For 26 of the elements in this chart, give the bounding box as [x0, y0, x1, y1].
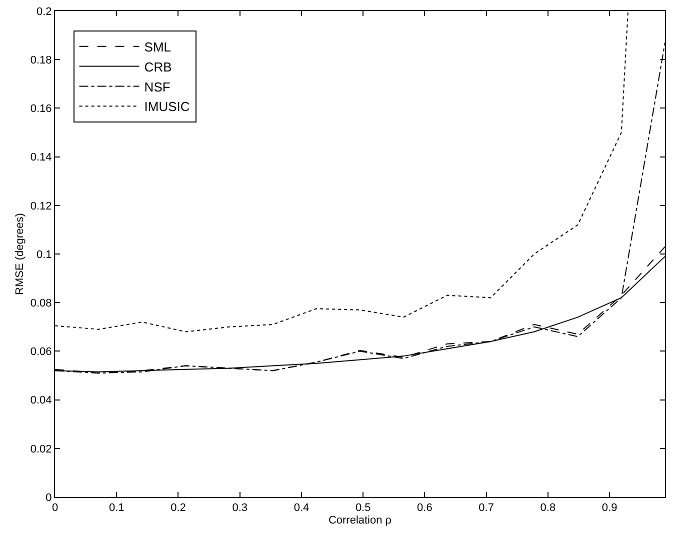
x-tick-label: 0.7: [478, 502, 494, 514]
y-tick-label: 0.1: [36, 248, 52, 261]
x-tick-label: 0.4: [294, 502, 310, 514]
legend-label: NSF: [144, 79, 170, 94]
x-tick-label: 0.1: [108, 502, 124, 514]
x-tick-label: 0.5: [355, 502, 371, 514]
legend-label: CRB: [144, 59, 172, 74]
legend-label: SML: [144, 39, 172, 54]
y-tick-label: 0.16: [30, 103, 52, 116]
x-tick-label: 0.9: [602, 502, 618, 514]
y-axis-title: RMSE (degrees): [14, 213, 26, 295]
x-tick-label: 0.8: [540, 502, 556, 514]
y-tick-label: 0.2: [36, 6, 52, 18]
x-tick-label: 0.2: [170, 502, 186, 514]
y-tick-label: 0.12: [30, 200, 52, 212]
y-tick-label: 0.02: [30, 443, 52, 456]
y-tick-label: 0: [46, 492, 52, 504]
y-tick-label: 0.14: [30, 152, 52, 164]
x-tick-label: 0.3: [232, 502, 248, 514]
y-tick-label: 0.18: [30, 54, 52, 66]
legend-label: IMUSIC: [144, 99, 190, 114]
x-axis-title: Correlation ρ: [328, 514, 392, 526]
y-tick-label: 0.06: [30, 346, 52, 358]
x-tick-label: 0.6: [417, 502, 432, 514]
y-tick-label: 0.04: [30, 394, 52, 407]
y-tick-label: 0.08: [30, 297, 52, 310]
